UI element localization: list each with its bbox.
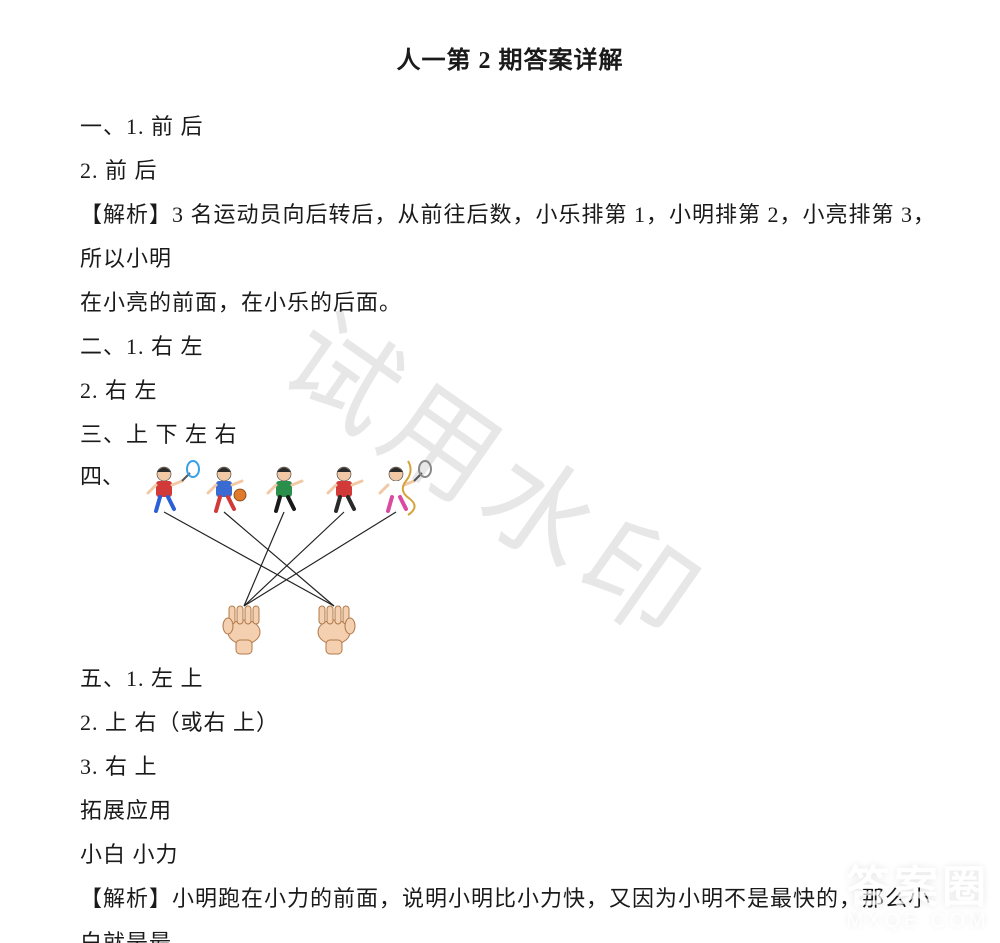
analysis-line: 【解析】3 名运动员向后转后，从前往后数，小乐排第 1，小明排第 2，小亮排第 … — [80, 193, 940, 281]
source-watermark: 答案圈 MXQE.COM — [846, 866, 990, 933]
source-watermark-line1: 答案圈 — [846, 866, 990, 910]
figure-row: 四、 — [80, 457, 940, 657]
analysis-line: 在小亮的前面，在小乐的后面。 — [80, 281, 940, 325]
answer-line: 小白 小力 — [80, 833, 940, 877]
answer-line: 一、1. 前 后 — [80, 105, 940, 149]
answer-line: 2. 右 左 — [80, 369, 940, 413]
answer-line: 二、1. 右 左 — [80, 325, 940, 369]
answer-line: 2. 上 右（或右 上） — [80, 701, 940, 745]
source-watermark-line2: MXQE.COM — [846, 910, 990, 933]
answer-line: 三、上 下 左 右 — [80, 413, 940, 457]
matching-figure — [134, 457, 434, 657]
section-heading: 拓展应用 — [80, 789, 940, 833]
analysis-line: 【解析】小明跑在小力的前面，说明小明比小力快，又因为小明不是最快的，那么小白就是… — [80, 877, 940, 943]
answer-line: 五、1. 左 上 — [80, 657, 940, 701]
page-title: 人一第 2 期答案详解 — [80, 40, 940, 75]
answer-line: 3. 右 上 — [80, 745, 940, 789]
answer-line: 2. 前 后 — [80, 149, 940, 193]
answer-line: 四、 — [80, 457, 124, 497]
content-body: 人一第 2 期答案详解 一、1. 前 后 2. 前 后 【解析】3 名运动员向后… — [80, 40, 940, 943]
